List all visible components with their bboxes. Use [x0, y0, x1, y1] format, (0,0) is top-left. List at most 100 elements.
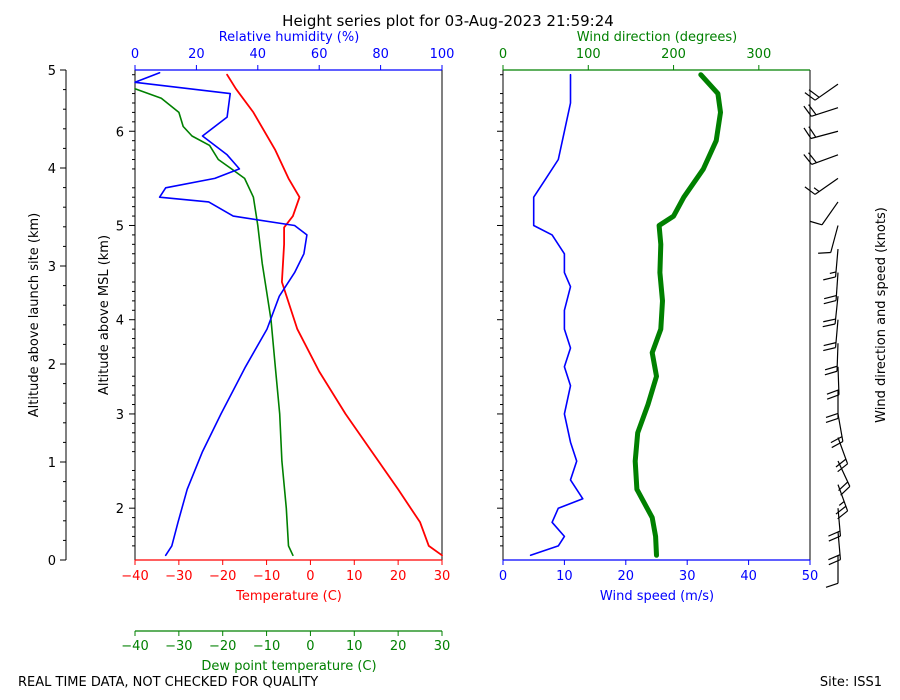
temperature-tick-label: −30 [165, 569, 192, 584]
wind-barb [822, 296, 839, 328]
wind-speed-tick-label: 40 [740, 569, 757, 584]
temperature-tick-label: 30 [434, 569, 451, 584]
wind-barb-flag [838, 481, 849, 492]
wind-barb-staff [811, 154, 839, 165]
wind-barb-flag [808, 152, 817, 164]
temperature-tick-label: −10 [253, 569, 280, 584]
wind-speed-tick-label: 50 [802, 569, 819, 584]
wind-barb-flag [825, 417, 839, 423]
wind-speed-tick-label: 0 [499, 569, 507, 584]
wind-barb-staff [837, 484, 849, 512]
wind-barb-staff [837, 460, 851, 487]
wind-barb-flag [828, 535, 841, 542]
temperature-tick-label: −40 [121, 569, 148, 584]
dewpoint-tick-label: −10 [253, 639, 280, 654]
wind-barb-half-flag [838, 501, 845, 506]
wind-barb-flag [840, 485, 851, 496]
agl-tick-label: 5 [48, 64, 56, 79]
msl-tick-label: 6 [116, 125, 124, 140]
wind-barb-flag [828, 554, 841, 561]
wind-barb-flag [803, 105, 812, 117]
wind-direction-tick-label: 0 [499, 47, 507, 62]
wind-barb [803, 152, 839, 165]
wind-barb-half-flag [829, 271, 837, 275]
agl-axis-label: Altitude above launch site (km) [27, 213, 42, 417]
agl-tick-label: 1 [48, 456, 56, 471]
wind-barb-flag [828, 530, 841, 537]
wind-barb-staff [830, 225, 839, 253]
wind-barb-flag [823, 276, 836, 281]
dewpoint-tick-label: 0 [306, 639, 314, 654]
agl-tick-label: 4 [48, 162, 56, 177]
wind-barb-flag [826, 394, 840, 400]
wind-barb [809, 201, 839, 226]
barb-axis-label: Wind direction and speed (knots) [874, 207, 889, 423]
wind-speed-axis-label: Wind speed (m/s) [600, 589, 714, 604]
wind-barb-flag [823, 294, 837, 300]
wind-barb-staff [810, 130, 839, 140]
humidity-tick-label: 100 [430, 47, 455, 62]
wind-barb [826, 366, 840, 400]
wind-barb [804, 177, 839, 195]
temperature-tick-label: 20 [390, 569, 407, 584]
wind-barb [837, 460, 851, 496]
wind-barb-flag [823, 299, 837, 305]
wind-barb-flag [823, 347, 836, 352]
wind-barb-flag [837, 510, 848, 520]
wind-barb-staff [814, 83, 839, 101]
humidity-tick-label: 40 [250, 47, 267, 62]
dewpoint-tick-label: −40 [121, 639, 148, 654]
wind-barb [818, 225, 839, 254]
wind-panel: 0 10 20 30 40 50 0 100 200 300 Wind speed (m/s) W… [497, 30, 889, 604]
temperature-tick-label: 0 [306, 569, 314, 584]
wind-barb-flag [824, 365, 838, 371]
agl-tick-label: 3 [48, 260, 56, 275]
wind-speed-tick-label: 30 [679, 569, 696, 584]
wind-speed-line [529, 73, 584, 557]
msl-tick-label: 4 [116, 314, 124, 329]
wind-barb [823, 272, 839, 305]
wind-barb [824, 343, 839, 376]
wind-barb-flag [825, 582, 839, 588]
wind-barb [804, 83, 839, 101]
wind-barb-flag [830, 436, 843, 444]
wind-barb-flag [804, 92, 816, 101]
wind-barb [823, 248, 839, 281]
agl-tick-label: 0 [48, 554, 56, 569]
agl-tick-label: 2 [48, 358, 56, 373]
wind-direction-axis-label: Wind direction (degrees) [577, 30, 737, 45]
humidity-tick-label: 60 [311, 47, 328, 62]
wind-direction-tick-label: 200 [661, 47, 686, 62]
temperature-tick-label: 10 [346, 569, 363, 584]
wind-direction-line [632, 72, 723, 558]
wind-direction-tick-label: 300 [746, 47, 771, 62]
temperature-line [226, 73, 443, 557]
wind-barb-half-flag [813, 187, 820, 193]
footer-site: Site: ISS1 [820, 675, 882, 690]
footer-quality-note: REAL TIME DATA, NOT CHECKED FOR QUALITY [18, 675, 318, 690]
wind-barb [803, 104, 839, 117]
wind-barb-flag [826, 389, 840, 395]
msl-tick-label: 5 [116, 219, 124, 234]
wind-barb [825, 555, 839, 588]
humidity-tick-label: 80 [372, 47, 389, 62]
wind-barb-staff [814, 177, 839, 195]
wind-barb-flag [835, 458, 847, 468]
wind-barb-flag [828, 559, 841, 566]
wind-barb-flag [823, 342, 837, 347]
wind-barb-flag [837, 463, 848, 473]
msl-tick-label: 2 [116, 502, 124, 517]
temperature-axis-label: Temperature (C) [235, 589, 342, 604]
dewpoint-tick-label: 20 [390, 639, 407, 654]
dewpoint-tick-label: 30 [434, 639, 451, 654]
wind-barb-staff [821, 201, 839, 226]
wind-barb-flag [818, 251, 831, 254]
wind-barb [830, 413, 844, 449]
wind-barb-flag [803, 127, 812, 139]
wind-barb-flag [831, 440, 844, 449]
wind-barb-flag [804, 186, 816, 195]
wind-barb-flag [825, 412, 839, 418]
wind-barb [823, 319, 839, 352]
